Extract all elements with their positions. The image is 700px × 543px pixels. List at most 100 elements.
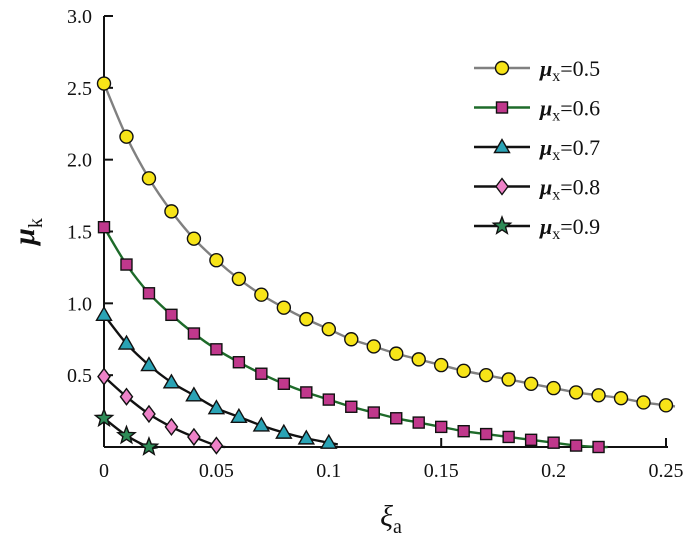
data-point [187,327,201,340]
data-point [456,363,471,379]
data-point [93,407,115,428]
data-point [658,398,674,413]
data-point [97,220,111,234]
x-axis-label: ξa [380,500,402,538]
legend-marker [493,138,511,154]
data-point [389,346,404,361]
data-point [367,406,380,419]
data-point [276,300,292,315]
data-point [138,436,160,456]
legend-entry: μx=0.7 [474,135,600,164]
data-point [95,305,113,322]
data-point [120,258,133,271]
data-point [411,352,426,367]
data-point [546,380,561,396]
x-tick-label: 0.05 [199,460,234,482]
legend-entry: μx=0.5 [474,56,600,85]
y-ticks: 0.5 1.0 1.5 2.0 2.5 3.0 [67,6,113,387]
data-point [569,439,583,452]
data-point [164,417,179,437]
data-point [142,404,156,424]
data-point [592,440,605,454]
data-point [501,372,516,387]
x-axis-label-base: ξ [380,500,393,533]
data-point [232,356,246,369]
data-point [591,388,606,403]
data-point [142,287,156,300]
data-point [613,390,629,406]
data-point [187,427,201,447]
series-markers [93,76,674,456]
data-point [300,386,313,399]
x-tick-label: 0 [99,460,109,482]
data-point [255,367,268,380]
data-point [502,430,515,444]
data-point [547,436,560,449]
data-point [162,373,181,389]
y-tick-label: 0.5 [67,365,92,387]
data-point [479,427,493,441]
data-point [254,287,269,302]
data-point [390,412,403,425]
data-point [119,129,134,144]
data-point [116,424,137,445]
data-point [568,385,584,400]
data-point [186,231,202,246]
legend-marker [495,177,509,196]
data-point [207,399,226,415]
data-point [322,393,335,406]
data-point [524,433,538,447]
data-point [164,204,179,219]
legend-marker [491,215,513,235]
data-point [435,420,448,434]
data-point [165,308,178,322]
x-tick-label: 0.25 [649,460,684,482]
data-point [457,424,470,438]
data-point [209,436,224,455]
data-point [636,395,651,410]
legend-marker [495,101,509,114]
y-axis-label-base: μ [8,228,41,247]
legend-label: μx=0.9 [539,214,600,243]
data-point [210,343,223,356]
series-line-5 [103,417,159,450]
y-tick-label: 3.0 [67,6,92,28]
data-point [523,376,539,391]
data-point [141,171,157,186]
legend-entry: μx=0.8 [474,175,600,204]
data-point [320,433,338,449]
y-axis-label: μk [8,218,47,247]
y-tick-label: 2.0 [67,150,92,172]
y-tick-label: 2.5 [67,78,92,100]
legend-label: μx=0.5 [539,56,600,85]
data-point [277,377,291,390]
data-point [96,76,112,91]
data-point [434,357,449,373]
data-point [275,423,293,439]
data-point [344,332,359,347]
y-axis-label-sub: k [25,218,47,228]
data-point [252,416,271,432]
x-axis-label-sub: a [393,516,402,538]
y-tick-label: 1.5 [67,222,92,244]
legend-label: μx=0.8 [539,175,600,204]
data-point [478,367,494,383]
data-point [321,321,336,337]
data-point [140,356,158,372]
data-point [185,386,203,402]
data-point [412,416,425,429]
legend: μx=0.5 μx=0.6 μx=0.7 μx=0.8 μx=0.9 [474,56,600,243]
series-line-3 [103,314,339,446]
data-point [230,407,248,424]
data-point [117,334,136,350]
data-point [299,311,314,327]
data-point [209,253,224,268]
data-point [231,271,247,287]
data-point [366,339,381,354]
legend-label: μx=0.7 [539,135,600,164]
legend-label: μx=0.6 [539,96,600,125]
data-point [97,367,111,386]
x-tick-label: 0.2 [541,460,566,482]
data-point [119,387,134,406]
